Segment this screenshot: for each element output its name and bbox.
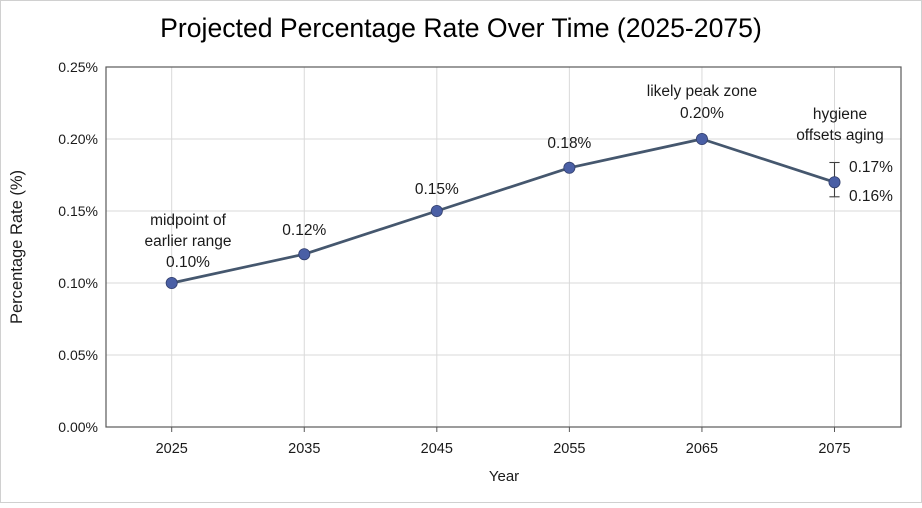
svg-text:2045: 2045 (421, 441, 453, 457)
svg-text:offsets aging: offsets aging (796, 127, 884, 144)
svg-text:0.17%: 0.17% (849, 159, 893, 176)
svg-text:0.20%: 0.20% (58, 131, 98, 147)
svg-text:2075: 2075 (818, 441, 850, 457)
svg-text:0.25%: 0.25% (58, 59, 98, 75)
svg-text:0.12%: 0.12% (282, 222, 326, 239)
svg-text:0.16%: 0.16% (849, 188, 893, 205)
svg-text:likely peak zone: likely peak zone (647, 83, 757, 100)
svg-text:2035: 2035 (288, 441, 320, 457)
svg-text:earlier range: earlier range (144, 233, 231, 250)
svg-text:0.18%: 0.18% (547, 135, 591, 152)
svg-text:0.15%: 0.15% (58, 203, 98, 219)
svg-text:0.05%: 0.05% (58, 347, 98, 363)
svg-text:2025: 2025 (156, 441, 188, 457)
svg-text:Percentage Rate (%): Percentage Rate (%) (8, 170, 26, 324)
svg-text:0.15%: 0.15% (415, 181, 459, 198)
svg-text:Projected Percentage Rate Over: Projected Percentage Rate Over Time (202… (160, 13, 762, 43)
svg-text:2065: 2065 (686, 441, 718, 457)
svg-text:midpoint of: midpoint of (150, 212, 227, 229)
svg-text:2055: 2055 (553, 441, 585, 457)
svg-text:0.10%: 0.10% (58, 275, 98, 291)
svg-text:0.10%: 0.10% (166, 254, 210, 271)
svg-text:Year: Year (489, 468, 519, 485)
svg-text:0.00%: 0.00% (58, 419, 98, 435)
svg-text:0.20%: 0.20% (680, 105, 724, 122)
svg-text:hygiene: hygiene (813, 106, 867, 123)
